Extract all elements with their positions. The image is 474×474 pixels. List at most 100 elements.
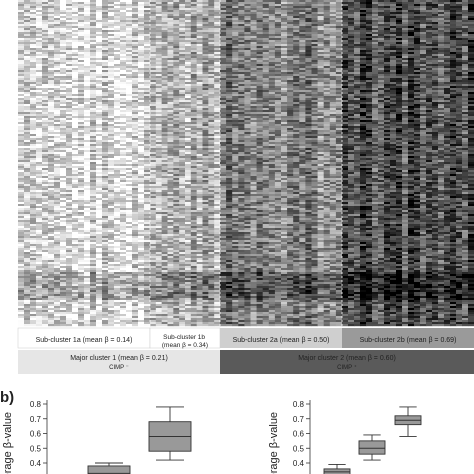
heatmap-cell [190,132,197,135]
heatmap-cell [190,274,197,277]
heatmap-cell [90,146,97,149]
heatmap-cell [90,296,97,299]
heatmap-cell [48,266,55,269]
heatmap-cell [138,194,145,197]
heatmap-cell [84,38,91,41]
heatmap-cell [190,280,197,283]
heatmap-cell [126,312,133,315]
heatmap-cell [179,278,186,281]
heatmap-cell [18,78,25,81]
heatmap-cell [150,78,157,81]
heatmap-cell [161,14,168,17]
heatmap-cell [120,128,127,131]
heatmap-cell [84,46,91,49]
heatmap-cell [90,20,97,23]
heatmap-cell [132,246,139,249]
heatmap-cell [114,296,121,299]
heatmap-cell [114,212,121,215]
heatmap-cell [90,236,97,239]
heatmap-cell [36,122,43,125]
heatmap-cell [179,218,186,221]
heatmap-cell [18,278,25,281]
heatmap-cell [42,128,49,131]
heatmap-cell [185,44,192,47]
heatmap-cell [120,178,127,181]
heatmap-cell [96,216,103,219]
heatmap-cell [185,240,192,243]
heatmap-cell [102,202,109,205]
heatmap-cell [18,324,25,327]
heatmap-cell [36,228,43,231]
heatmap-cell [18,208,25,211]
heatmap-cell [18,70,25,73]
heatmap-cell [179,88,186,91]
heatmap-cell [108,230,115,233]
heatmap-cell [196,214,203,217]
heatmap-cell [102,254,109,257]
heatmap-cell [108,248,115,251]
heatmap-cell [120,286,127,289]
heatmap-cell [173,306,180,309]
heatmap-cell [132,230,139,233]
heatmap-cell [90,60,97,63]
heatmap-cell [60,164,67,167]
heatmap-cell [196,2,203,5]
heatmap-cell [96,186,103,189]
heatmap-cell [24,260,31,263]
heatmap-cell [108,22,115,25]
heatmap-cell [126,0,133,3]
heatmap-cell [36,208,43,211]
heatmap-cell [18,238,25,241]
heatmap-cell [108,118,115,121]
heatmap-cell [24,248,31,251]
heatmap-cell [24,170,31,173]
heatmap-cell [30,2,37,5]
heatmap-cell [72,20,79,23]
heatmap-cell [102,228,109,231]
heatmap-cell [18,206,25,209]
heatmap-cell [138,136,145,139]
heatmap-cell [18,96,25,99]
heatmap-cell [72,144,79,147]
heatmap-cell [196,188,203,191]
heatmap-cell [78,56,85,59]
heatmap-cell [72,54,79,57]
heatmap-cell [185,294,192,297]
heatmap-cell [155,48,162,51]
heatmap-cell [36,136,43,139]
heatmap-cell [18,236,25,239]
heatmap-cell [30,100,37,103]
heatmap-cell [18,268,25,271]
heatmap-cell [96,316,103,319]
heatmap-cell [132,126,139,129]
heatmap-cell [155,76,162,79]
heatmap-cell [42,68,49,71]
heatmap-cell [167,140,174,143]
heatmap-cell [161,64,168,67]
heatmap-cell [24,302,31,305]
heatmap-cell [155,244,162,247]
heatmap-cell [150,212,157,215]
heatmap-cell [60,272,67,275]
heatmap-cell [60,220,67,223]
heatmap-cell [150,60,157,63]
heatmap-cell [150,92,157,95]
heatmap-cell [102,54,109,57]
heatmap-cell [36,66,43,69]
heatmap-cell [60,88,67,91]
heatmap-cell [161,96,168,99]
heatmap-cell [120,50,127,53]
heatmap-cell [96,18,103,21]
heatmap-cell [36,232,43,235]
heatmap-cell [90,114,97,117]
heatmap-cell [78,248,85,251]
heatmap-cell [190,38,197,41]
heatmap-cell [30,302,37,305]
heatmap-cell [96,20,103,23]
heatmap-cell [120,122,127,125]
heatmap-cell [120,6,127,9]
heatmap-cell [173,148,180,151]
heatmap-cell [18,314,25,317]
heatmap-cell [18,136,25,139]
heatmap-cell [96,2,103,5]
